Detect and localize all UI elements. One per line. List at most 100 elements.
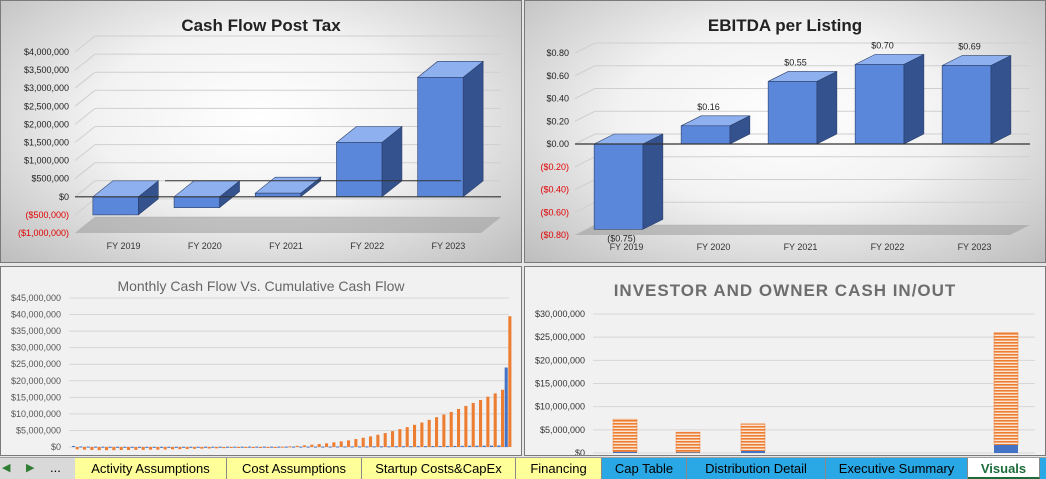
bar	[251, 447, 255, 448]
bar	[167, 446, 171, 448]
chart-title: Cash Flow Post Tax	[181, 16, 341, 35]
bar	[189, 446, 193, 448]
x-tick-label: FY 2020	[188, 241, 222, 251]
bar	[354, 439, 358, 447]
tab-visuals[interactable]: Visuals	[968, 458, 1040, 479]
bar	[508, 316, 512, 447]
bar-owner	[612, 418, 638, 452]
chart-title: EBITDA per Listing	[708, 16, 862, 35]
tab-financing[interactable]: Financing	[516, 458, 602, 479]
bar	[218, 446, 222, 448]
bar	[277, 446, 281, 448]
bar	[325, 443, 329, 447]
tab-cap-table[interactable]: Cap Table	[602, 458, 687, 479]
scroll-left-icon[interactable]: ◀	[2, 462, 11, 474]
bar	[767, 81, 818, 145]
ebitda-per-listing-chart[interactable]: EBITDA per Listing $0.80 $0.60 $0.40 $0.20 $0…	[524, 0, 1046, 263]
tab-executive-summary[interactable]: Executive Summary	[826, 458, 968, 479]
bar	[173, 196, 220, 208]
bar	[493, 393, 497, 447]
bar	[222, 447, 226, 449]
bar	[387, 446, 391, 448]
bar	[193, 447, 197, 449]
bar-top	[254, 176, 322, 194]
gridline-diagonal	[74, 89, 96, 107]
bar	[336, 142, 383, 198]
bar	[152, 446, 156, 448]
bar	[453, 445, 457, 447]
bar	[156, 447, 160, 450]
bar	[336, 446, 340, 448]
bar	[398, 429, 402, 447]
bar	[416, 446, 420, 448]
tab-startup-costs-capex[interactable]: Startup Costs&CapEx	[362, 458, 516, 479]
monthly-vs-cumulative-chart[interactable]: Monthly Cash Flow Vs. Cumulative Cash Fl…	[0, 266, 522, 456]
bar	[97, 447, 101, 451]
x-tick-label: FY 2023	[958, 242, 992, 252]
bar	[424, 446, 428, 448]
bar	[372, 446, 376, 448]
y-tick-label: $15,000,000	[535, 379, 585, 389]
investor-owner-cash-chart[interactable]: INVESTOR AND OWNER CASH IN/OUT $30,000,00…	[524, 266, 1046, 456]
bar	[171, 447, 175, 450]
y-tick-label: $5,000,000	[540, 425, 585, 435]
tab-cost-assumptions[interactable]: Cost Assumptions	[227, 458, 362, 479]
gridline-diagonal	[574, 88, 596, 99]
bar	[248, 446, 252, 448]
y-tick-label: ($500,000)	[25, 210, 69, 220]
bar	[417, 77, 464, 198]
bar	[504, 367, 508, 447]
bar	[284, 446, 288, 448]
bar	[435, 417, 439, 447]
gridline-diagonal	[574, 133, 596, 145]
bar	[405, 427, 409, 447]
bar	[163, 447, 167, 450]
gridline-diagonal	[574, 179, 596, 190]
bar	[200, 447, 204, 449]
gridline-diagonal	[574, 42, 596, 54]
more-sheets-button[interactable]: ...	[50, 460, 61, 475]
bar	[490, 445, 494, 447]
y-tick-label: ($1,000,000)	[18, 228, 69, 238]
bar	[475, 445, 479, 447]
bar-investor	[613, 451, 637, 453]
bar	[116, 446, 120, 448]
bar	[86, 446, 90, 448]
bar	[365, 446, 369, 448]
bar	[240, 446, 244, 448]
y-tick-label: $45,000,000	[11, 293, 61, 303]
bar	[105, 447, 109, 451]
y-tick-label: $0.60	[546, 71, 569, 81]
y-tick-label: $20,000,000	[11, 376, 61, 386]
y-tick-label: $10,000,000	[11, 409, 61, 419]
bar	[380, 446, 384, 448]
x-tick-label: FY 2020	[697, 242, 731, 252]
bar	[119, 447, 123, 450]
bar	[427, 419, 431, 447]
gridline-diagonal	[74, 198, 96, 216]
y-tick-label: $25,000,000	[11, 359, 61, 369]
y-tick-label: $3,000,000	[24, 83, 69, 93]
y-tick-label: $35,000,000	[11, 326, 61, 336]
bar	[244, 447, 248, 448]
y-tick-label: $20,000,000	[535, 355, 585, 365]
bar	[317, 444, 321, 447]
x-tick-label: FY 2019	[107, 241, 141, 251]
bar	[229, 447, 233, 448]
bar	[237, 447, 241, 448]
bar	[292, 446, 296, 448]
tab-activity-assumptions[interactable]: Activity Assumptions	[75, 458, 227, 479]
bar	[127, 447, 131, 450]
y-tick-label: $1,000,000	[24, 156, 69, 166]
y-tick-label: $25,000,000	[535, 332, 585, 342]
cash-flow-post-tax-chart[interactable]: Cash Flow Post Tax $4,000,000 $3,500,000 $3…	[0, 0, 522, 263]
data-label: $0.55	[784, 57, 807, 67]
bar	[409, 446, 413, 448]
bar	[306, 446, 310, 448]
bar	[196, 446, 200, 448]
bar	[347, 440, 351, 447]
scroll-right-icon[interactable]: ▶	[26, 462, 35, 474]
y-tick-label: ($0.40)	[540, 185, 569, 195]
tab-distribution-detail[interactable]: Distribution Detail	[687, 458, 826, 479]
y-tick-label: $3,500,000	[24, 65, 69, 75]
